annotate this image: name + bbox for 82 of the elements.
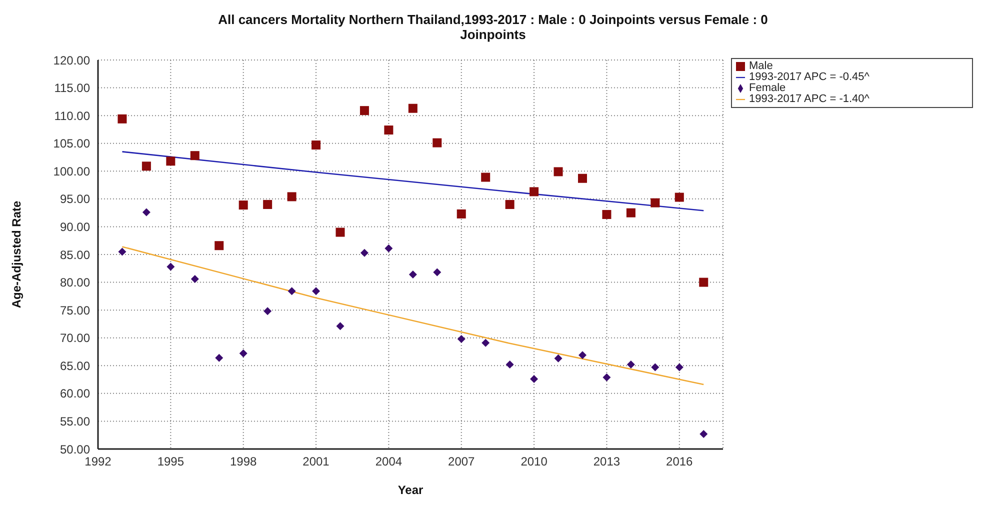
point (602, 373, 611, 382)
point (578, 174, 587, 183)
point (626, 208, 636, 218)
point (384, 244, 393, 252)
point (312, 287, 320, 296)
point (505, 200, 514, 209)
x-tick-label: 2016 (666, 454, 694, 469)
x-tick-label: 1995 (157, 454, 184, 469)
x-axis-title: Year (398, 483, 424, 497)
point (118, 114, 127, 124)
point (142, 208, 150, 216)
point (481, 172, 490, 182)
point (675, 363, 684, 372)
x-tick-label: 2001 (302, 454, 330, 469)
point (650, 198, 660, 208)
y-tick-label: 115.00 (54, 81, 90, 96)
point (288, 287, 296, 296)
point (530, 187, 539, 196)
legend-label: Female (749, 82, 786, 94)
point (554, 167, 563, 176)
point (142, 162, 151, 171)
x-tick-label: 2013 (593, 454, 620, 469)
point (408, 270, 417, 279)
point (626, 360, 635, 369)
point (408, 104, 418, 113)
point (602, 210, 612, 219)
legend-label: Male (749, 60, 773, 72)
y-tick-label: 75.00 (60, 303, 90, 318)
point (432, 138, 442, 148)
point (118, 248, 126, 256)
point (312, 140, 321, 150)
point (263, 200, 272, 209)
point (360, 106, 369, 116)
point (264, 307, 272, 316)
point (336, 322, 344, 330)
point (433, 268, 442, 276)
line-series (122, 151, 704, 212)
point (166, 156, 176, 166)
point (530, 374, 538, 383)
point (287, 192, 296, 202)
point (651, 363, 660, 372)
legend-label: 1993-2017 APC = -1.40^ (749, 93, 870, 105)
point (190, 274, 199, 283)
point (239, 349, 248, 358)
x-tick-label: 2004 (375, 454, 402, 469)
y-tick-label: 120.00 (53, 53, 90, 68)
x-tick-label: 2007 (448, 454, 476, 469)
point (506, 360, 514, 369)
y-tick-label: 90.00 (60, 220, 90, 234)
point (238, 200, 248, 210)
point (457, 334, 466, 343)
point (699, 278, 708, 287)
y-tick-label: 65.00 (60, 358, 90, 373)
y-tick-label: 80.00 (60, 276, 90, 290)
point (215, 354, 224, 362)
point (166, 262, 175, 271)
point (578, 351, 586, 360)
y-tick-label: 105.00 (53, 136, 90, 151)
point (360, 248, 368, 257)
y-tick-label: 85.00 (60, 248, 90, 262)
x-tick-label: 1998 (230, 454, 258, 469)
point (384, 126, 394, 135)
point (190, 151, 200, 160)
point (700, 430, 708, 438)
x-tick-label: 1992 (84, 454, 112, 469)
point (674, 192, 684, 202)
y-axis-title: Age-Adjusted Rate (9, 200, 24, 308)
point (554, 354, 562, 362)
y-tick-label: 55.00 (60, 414, 90, 428)
y-tick-label: 50.00 (60, 442, 90, 456)
x-tick-label: 2010 (520, 454, 548, 469)
y-tick-label: 70.00 (60, 331, 90, 346)
point (482, 338, 490, 347)
point (336, 228, 345, 237)
legend-label: 1993-2017 APC = -0.45^ (749, 71, 870, 83)
y-tick-label: 95.00 (60, 192, 90, 206)
y-tick-label: 110.00 (54, 108, 90, 123)
point (214, 241, 224, 250)
y-tick-label: 100.00 (53, 164, 90, 178)
y-tick-label: 60.00 (60, 386, 90, 401)
point (456, 209, 466, 218)
chart-title: All cancers Mortality Northern Thailand,1993-2017 : Male : 0 Joinpoints versus Female : 0 Joinpoints (217, 12, 769, 42)
